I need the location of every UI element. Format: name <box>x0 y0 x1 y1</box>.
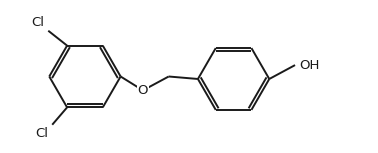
Text: OH: OH <box>299 59 319 72</box>
Text: Cl: Cl <box>35 127 48 140</box>
Text: O: O <box>138 84 148 97</box>
Text: Cl: Cl <box>31 16 44 29</box>
